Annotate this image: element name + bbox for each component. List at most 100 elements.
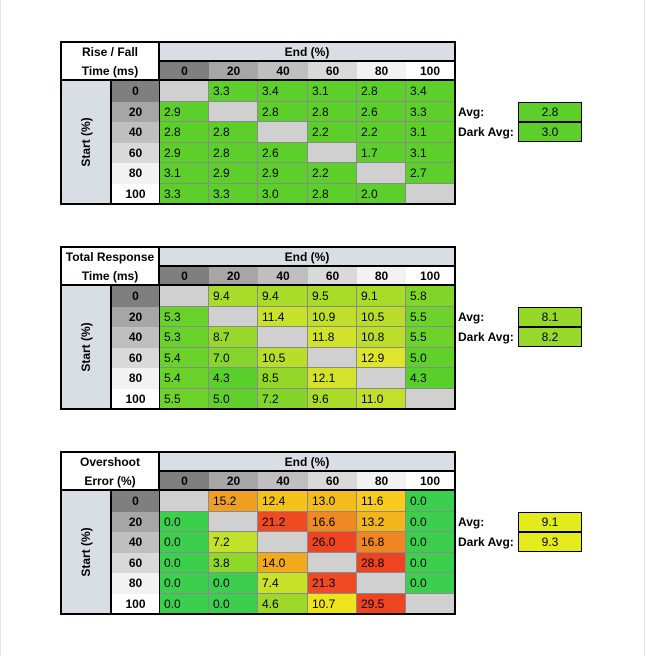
row-header: 80: [112, 573, 160, 594]
table-cell: 7.2: [209, 532, 258, 553]
table-cell: 7.2: [258, 389, 308, 410]
table-cell: 11.0: [357, 389, 406, 410]
column-header: 80: [357, 62, 406, 81]
table-cell: 29.5: [357, 594, 406, 615]
table-cell: 5.4: [160, 347, 209, 369]
table-cell: 11.8: [308, 327, 357, 348]
row-header: 20: [112, 306, 160, 328]
table-cell: [357, 573, 406, 594]
row-header: 20: [112, 101, 160, 123]
sheet-left-edge: [0, 0, 1, 656]
table-cell: 9.5: [308, 286, 357, 307]
table-cell: 3.1: [406, 142, 456, 164]
table-cell: 5.8: [406, 286, 456, 307]
table-cell: 2.9: [160, 101, 209, 123]
dark-avg-label: Dark Avg:: [458, 125, 514, 140]
table-cell: [160, 81, 209, 102]
row-header: 60: [112, 552, 160, 574]
end-axis-header: End (%): [160, 246, 456, 267]
avg-value: 8.1: [518, 306, 582, 327]
table-cell: 2.7: [406, 163, 456, 184]
table-cell: 3.3: [406, 101, 456, 123]
table-cell: 13.2: [357, 511, 406, 533]
end-axis-header: End (%): [160, 451, 456, 472]
table-cell: [357, 368, 406, 389]
table-cell: 16.8: [357, 532, 406, 553]
table-cell: [160, 286, 209, 307]
table-cell: 15.2: [209, 491, 258, 512]
table-cell: 5.3: [160, 306, 209, 328]
table-cell: 11.6: [357, 491, 406, 512]
table-cell: 0.0: [209, 573, 258, 594]
column-header: 60: [308, 62, 357, 81]
table-cell: 2.8: [357, 81, 406, 102]
table-cell: 2.0: [357, 184, 406, 205]
start-axis-header: Start (%): [60, 491, 112, 615]
table-cell: 2.9: [258, 163, 308, 184]
table-cell: [209, 306, 258, 328]
table-title-line1: Overshoot: [79, 455, 140, 469]
table-cell: 0.0: [209, 594, 258, 615]
table-cell: 26.0: [308, 532, 357, 553]
table-title-line1: Total Response: [65, 250, 155, 264]
column-header: 100: [406, 62, 456, 81]
table-cell: 0.0: [160, 594, 209, 615]
start-axis-header: Start (%): [60, 286, 112, 410]
table-cell: 3.4: [258, 81, 308, 102]
table-cell: 5.5: [406, 306, 456, 328]
table-cell: 3.1: [406, 122, 456, 143]
table-cell: 3.0: [258, 184, 308, 205]
table-cell: 14.0: [258, 552, 308, 574]
avg-label: Avg:: [458, 104, 485, 119]
table-cell: 3.1: [160, 163, 209, 184]
end-axis-header: End (%): [160, 41, 456, 62]
table-title-line2: Error (%): [84, 474, 136, 488]
table-title-line2: Time (ms): [81, 269, 139, 283]
table-cell: 7.0: [209, 347, 258, 369]
table-cell: 9.4: [209, 286, 258, 307]
table-cell: [406, 184, 456, 205]
table-cell: 0.0: [160, 532, 209, 553]
row-header: 100: [112, 594, 160, 615]
table-cell: 10.7: [308, 594, 357, 615]
table-cell: 12.4: [258, 491, 308, 512]
table-title: Rise / Fall Time (ms): [60, 41, 160, 81]
table-cell: 2.2: [357, 122, 406, 143]
table-cell: 5.0: [209, 389, 258, 410]
row-header: 80: [112, 368, 160, 389]
table-cell: 3.3: [160, 184, 209, 205]
table-cell: 3.8: [209, 552, 258, 574]
column-header: 60: [308, 472, 357, 491]
table-cell: 13.0: [308, 491, 357, 512]
row-header: 100: [112, 389, 160, 410]
table-cell: 2.2: [308, 163, 357, 184]
table-cell: 0.0: [406, 511, 456, 533]
table-cell: 0.0: [160, 573, 209, 594]
table-cell: 9.6: [308, 389, 357, 410]
table-cell: 8.5: [258, 368, 308, 389]
row-header: 0: [112, 81, 160, 102]
table-cell: 12.1: [308, 368, 357, 389]
table-cell: [308, 552, 357, 574]
table-cell: 0.0: [406, 552, 456, 574]
row-header: 100: [112, 184, 160, 205]
column-header: 0: [160, 267, 209, 286]
table-cell: 2.8: [160, 122, 209, 143]
table-cell: 4.3: [209, 368, 258, 389]
table-cell: 28.8: [357, 552, 406, 574]
start-axis-header: Start (%): [60, 81, 112, 205]
table-cell: 16.6: [308, 511, 357, 533]
table-cell: 1.7: [357, 142, 406, 164]
start-axis-label: Start (%): [79, 527, 93, 577]
table-cell: 5.5: [406, 327, 456, 348]
dark-avg-value: 9.3: [518, 532, 582, 553]
avg-label: Avg:: [458, 309, 485, 324]
table-cell: 2.8: [209, 122, 258, 143]
column-header: 40: [258, 472, 308, 491]
table-cell: 2.9: [209, 163, 258, 184]
start-axis-label: Start (%): [79, 322, 93, 372]
table-cell: [209, 101, 258, 123]
table-cell: 0.0: [406, 532, 456, 553]
table-cell: 2.9: [160, 142, 209, 164]
avg-label: Avg:: [458, 514, 485, 529]
